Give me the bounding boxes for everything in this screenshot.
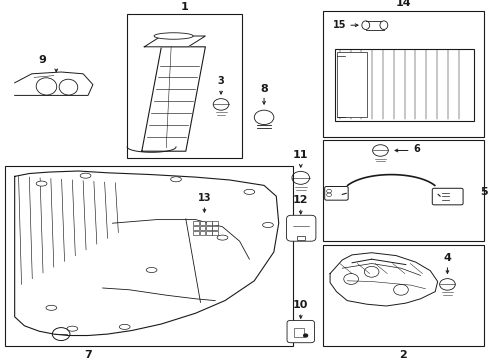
Text: 8: 8: [260, 84, 267, 94]
Bar: [297, 236, 305, 240]
Text: 6: 6: [412, 144, 419, 154]
Text: 13: 13: [197, 193, 211, 203]
Bar: [199, 221, 205, 225]
Polygon shape: [144, 36, 205, 47]
Text: 15: 15: [332, 20, 346, 30]
Text: 14: 14: [395, 0, 410, 8]
Polygon shape: [142, 47, 205, 151]
Polygon shape: [15, 72, 93, 95]
Bar: [337, 52, 366, 117]
FancyBboxPatch shape: [431, 188, 462, 205]
Bar: [205, 226, 211, 230]
Bar: [199, 230, 205, 235]
Ellipse shape: [244, 189, 254, 194]
Ellipse shape: [146, 267, 157, 273]
Bar: [205, 221, 211, 225]
Ellipse shape: [46, 305, 57, 310]
Bar: [5, 166, 293, 346]
Ellipse shape: [262, 222, 273, 228]
FancyBboxPatch shape: [324, 186, 347, 200]
Bar: [322, 245, 483, 346]
Text: 3: 3: [217, 76, 224, 86]
Text: 11: 11: [292, 150, 308, 160]
Text: 4: 4: [443, 253, 450, 263]
Text: 7: 7: [84, 350, 92, 360]
Ellipse shape: [67, 326, 78, 331]
Text: 2: 2: [399, 350, 407, 360]
Bar: [193, 221, 199, 225]
FancyBboxPatch shape: [286, 215, 315, 241]
Bar: [193, 230, 199, 235]
Text: 5: 5: [479, 186, 487, 197]
Ellipse shape: [379, 21, 387, 30]
Bar: [193, 226, 199, 230]
Bar: [212, 230, 218, 235]
Bar: [212, 221, 218, 225]
Circle shape: [303, 334, 307, 337]
Bar: [212, 226, 218, 230]
Text: 9: 9: [38, 55, 46, 65]
Ellipse shape: [217, 235, 227, 240]
Text: 10: 10: [292, 300, 308, 310]
Text: 1: 1: [180, 1, 188, 12]
Ellipse shape: [59, 79, 78, 95]
Bar: [322, 140, 483, 241]
Ellipse shape: [119, 324, 130, 329]
Ellipse shape: [36, 78, 57, 95]
FancyBboxPatch shape: [286, 320, 314, 343]
Bar: [205, 230, 211, 235]
Polygon shape: [15, 171, 278, 336]
Bar: [127, 14, 242, 158]
Bar: [293, 328, 303, 337]
Ellipse shape: [36, 181, 47, 186]
Text: 12: 12: [292, 195, 308, 205]
Ellipse shape: [154, 33, 193, 39]
Ellipse shape: [80, 173, 91, 178]
Ellipse shape: [170, 177, 181, 182]
Polygon shape: [329, 253, 437, 306]
Ellipse shape: [361, 21, 369, 30]
Bar: [334, 49, 473, 121]
Bar: [322, 11, 483, 137]
Bar: [199, 226, 205, 230]
